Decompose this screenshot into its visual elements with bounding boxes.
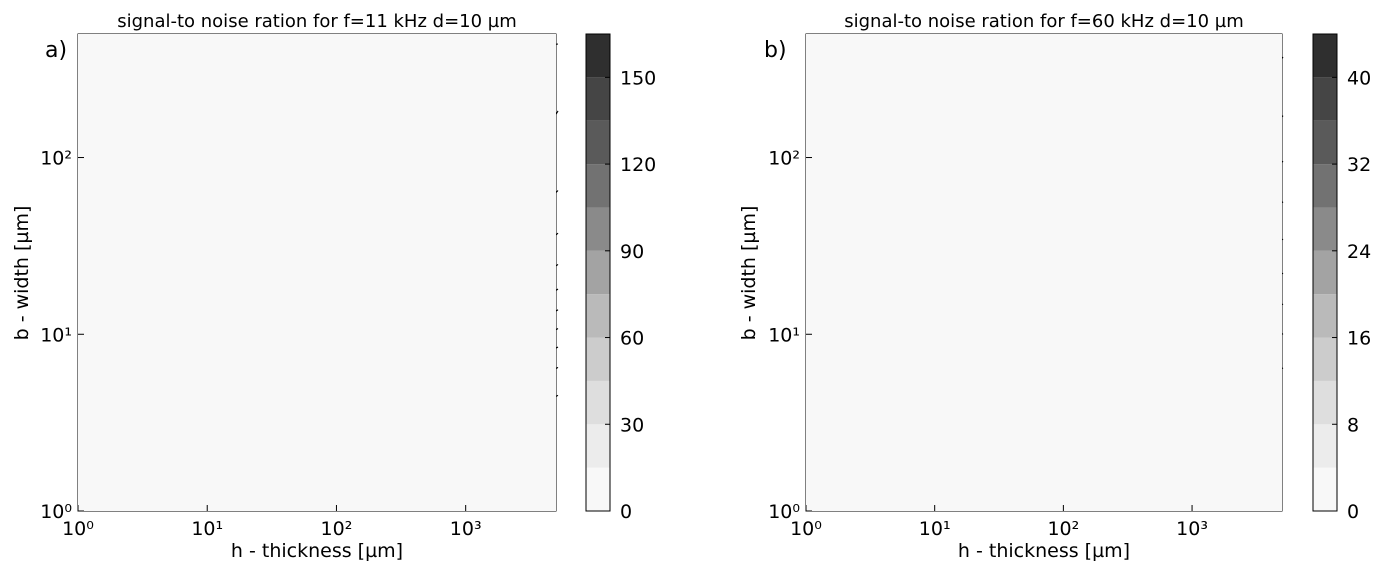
panel-b-x-tick-label: 10⁰ (790, 518, 822, 540)
panel-b-colorbar-segment (1313, 164, 1337, 208)
panel-a-y-tick-label: 10⁰ (40, 501, 72, 523)
panel-a-colorbar-tick-label: 90 (620, 241, 644, 263)
panel-b-colorbar-segment (1313, 467, 1337, 511)
panel-b-colorbar-tick-label: 24 (1347, 241, 1371, 263)
panel-a-colorbar-tick-label: 0 (620, 501, 632, 523)
panel-a-colorbar-segment (586, 337, 610, 381)
panel-a-y-tick-label: 10¹ (40, 324, 72, 346)
panel-b-y-axis: 10⁰ 10¹ 10² (768, 148, 812, 523)
panel-b-colorbar-segment (1313, 207, 1337, 251)
panel-a-plot-fill (78, 34, 556, 511)
panel-b-y-tick-label: 10¹ (768, 324, 800, 346)
panel-b-x-tick-label: 10² (1047, 518, 1079, 540)
panel-b-colorbar-segment (1313, 294, 1337, 338)
panel-a-colorbar-segment (586, 34, 610, 78)
panel-a-x-axis: 10⁰ 10¹ 10² 10³ (62, 505, 482, 540)
panel-b-y-tick-label: 10⁰ (768, 501, 800, 523)
panel-b-plot: collectedenergy (805, 33, 1284, 512)
panel-a-colorbar-segment (586, 120, 610, 165)
panel-b: signal-to noise ration for f=60 kHz d=10… (738, 11, 1371, 562)
panel-b-x-axis: 10⁰ 10¹ 10² 10³ (790, 505, 1208, 540)
panel-a-x-tick-label: 10³ (450, 518, 482, 540)
panel-a-colorbar-segment (586, 467, 610, 511)
panel-b-title: signal-to noise ration for f=60 kHz d=10… (844, 11, 1244, 32)
panel-b-colorbar-segment (1313, 337, 1337, 381)
panel-b-colorbar-segment (1313, 34, 1337, 78)
panel-a-colorbar-frame (585, 33, 611, 512)
panel-b-colorbar-tick-label: 0 (1347, 501, 1359, 523)
panel-b-colorbar-frame (1312, 33, 1338, 512)
panel-b-colorbar-segment (1313, 77, 1337, 121)
panel-b-colorbar-segment (1313, 250, 1337, 295)
panel-b-colorbar-tick-label: 16 (1347, 328, 1371, 350)
panel-a-colorbar-tick-label: 150 (620, 67, 656, 89)
panel-b-xlabel: h - thickness [µm] (958, 540, 1130, 562)
panel-a-x-tick-label: 10² (321, 518, 353, 540)
panel-a: signal-to noise ration for f=11 kHz d=10… (11, 11, 656, 562)
panel-b-y-tick-label: 10² (768, 148, 800, 170)
panel-a-colorbar-segment (586, 250, 610, 295)
panel-b-colorbar-tick-label: 8 (1347, 414, 1359, 436)
panel-a-colorbar-segment (586, 164, 610, 208)
panel-a-y-tick-label: 10² (40, 148, 72, 170)
panel-a-x-tick-label: 10¹ (191, 518, 223, 540)
panel-b-colorbar-tick-label: 32 (1347, 154, 1371, 176)
panel-b-x-tick-label: 10¹ (919, 518, 951, 540)
panel-a-colorbar-segment (586, 294, 610, 338)
panel-b-colorbar-segment (1313, 120, 1337, 165)
panel-b-colorbar-segment (1313, 380, 1337, 425)
panel-a-label: a) (45, 38, 67, 63)
panel-a-ylabel: b - width [µm] (11, 206, 33, 341)
panel-b-plot-fill (806, 34, 1282, 511)
panel-a-colorbar-segment (586, 207, 610, 251)
panel-a-x-tick-label: 10⁰ (62, 518, 94, 540)
panel-b-x-tick-label: 10³ (1176, 518, 1208, 540)
panel-a-colorbar-tick-label: 60 (620, 328, 644, 350)
panel-a-y-axis: 10⁰ 10¹ 10² (40, 148, 84, 523)
panel-a-colorbar-tick-label: 30 (620, 414, 644, 436)
panel-b-colorbar-segment (1313, 424, 1337, 468)
panel-a-xlabel: h - thickness [µm] (231, 540, 403, 562)
panel-a-title: signal-to noise ration for f=11 kHz d=10… (117, 11, 517, 32)
panel-b-colorbar-tick-label: 40 (1347, 67, 1371, 89)
panel-a-colorbar-tick-label: 120 (620, 154, 656, 176)
panel-a-colorbar-segment (586, 77, 610, 121)
panel-a-plot: collectedenergy (77, 33, 559, 512)
panel-a-colorbar-segment (586, 424, 610, 468)
panel-b-label: b) (764, 38, 787, 63)
panel-a-colorbar: 0 30 60 90 120 150 (585, 33, 656, 523)
panel-a-colorbar-segment (586, 380, 610, 425)
panel-b-ylabel: b - width [µm] (738, 206, 760, 341)
panel-b-colorbar: 0 8 16 24 32 40 (1312, 33, 1371, 523)
